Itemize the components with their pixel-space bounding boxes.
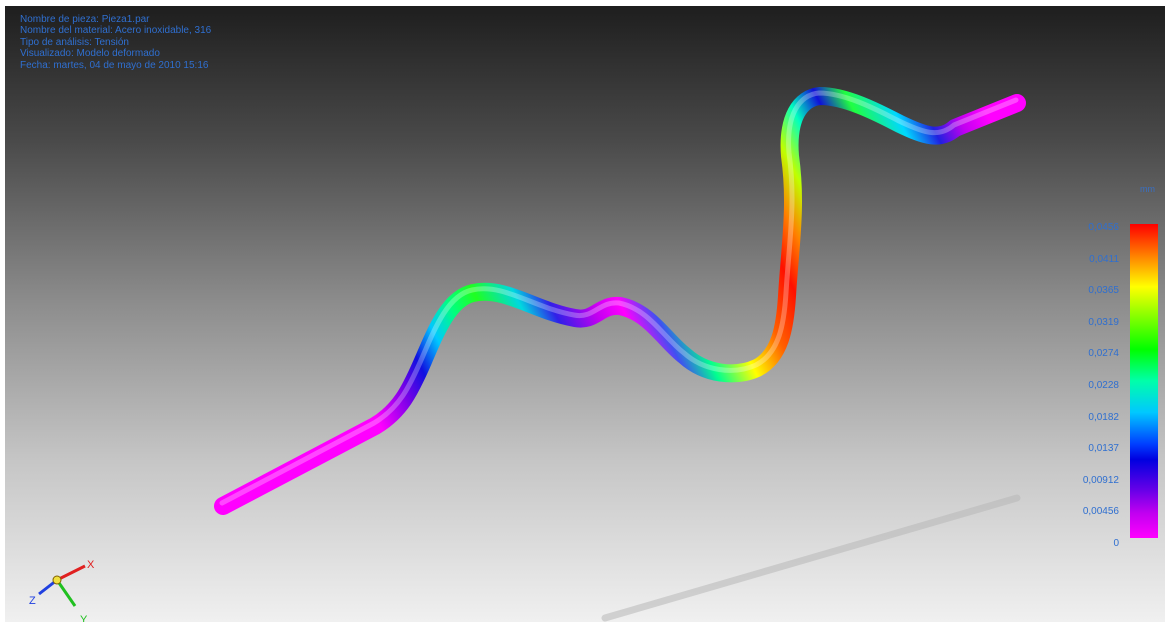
legend-unit-label: mm (1140, 184, 1155, 194)
pipe-shadow (601, 494, 1021, 622)
x-axis-label: X (87, 559, 95, 571)
triad-origin (52, 575, 62, 585)
coordinate-triad: X Y Z (29, 559, 95, 622)
graphics-viewport[interactable]: Nombre de pieza: Pieza1.par Nombre del m… (5, 6, 1165, 622)
legend-value-label: 0,0411 (1089, 253, 1119, 265)
analysis-type-text: Tipo de análisis: Tensión (20, 36, 129, 48)
legend-value-label: 0,0365 (1088, 285, 1119, 297)
legend-value-label: 0,0456 (1088, 222, 1119, 233)
z-axis-label: Z (29, 595, 36, 607)
legend-value-label: 0,0274 (1088, 348, 1119, 360)
pipe-highlight (219, 90, 1019, 506)
legend-value-label: 0,0137 (1088, 443, 1119, 455)
analysis-info-block: Nombre de pieza: Pieza1.par Nombre del m… (20, 14, 211, 71)
part-name-text: Nombre de pieza: Pieza1.par (20, 14, 150, 25)
legend-value-label: 0,0182 (1088, 411, 1119, 423)
legend-value-label: 0,00456 (1082, 506, 1119, 518)
legend-value-label: 0,0319 (1088, 316, 1119, 328)
material-name-text: Nombre del material: Acero inoxidable, 3… (20, 25, 212, 37)
legend-value-label: 0 (1113, 538, 1119, 549)
pipe-body (214, 87, 1026, 515)
x-axis-arrow (56, 564, 86, 582)
y-axis-label: Y (80, 614, 88, 622)
legend-color-bar (1130, 224, 1158, 538)
display-mode-text: Visualizado: Modelo deformado (20, 48, 160, 60)
deformed-pipe-model[interactable]: X Y Z (5, 6, 1165, 622)
date-text: Fecha: martes, 04 de mayo de 2010 15:16 (20, 59, 209, 71)
y-axis-arrow (55, 579, 77, 607)
legend-value-label: 0,00912 (1082, 474, 1119, 486)
legend-value-label: 0,0228 (1088, 380, 1119, 391)
